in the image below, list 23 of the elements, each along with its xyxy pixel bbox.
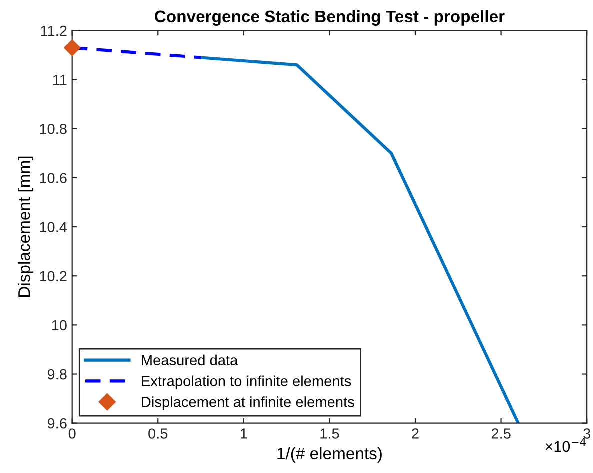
y-tick-label: 10.2 [40,271,67,282]
x-tick-label: 0 [68,428,76,439]
x-tick-label: 1.5 [320,428,340,439]
legend-label: Displacement at infinite elements [142,396,354,410]
y-tick-label: 9.8 [48,369,67,380]
legend-label: Extrapolation to infinite elements [142,376,352,390]
x-tick-label: 0.5 [148,428,168,439]
chart-title: Convergence Static Bending Test - propeller [155,10,505,26]
x-axis-title: 1/(# elements) [278,447,382,463]
x-tick-label: 2 [412,428,419,439]
y-axis-title: Displacement [mm] [18,156,34,297]
y-tick-label: 10.4 [40,222,68,232]
y-tick-label: 11.2 [41,26,67,36]
text: ×10$^{−4}$ [546,438,586,452]
y-tick-label: 10 [52,320,67,331]
y-tick-label: 10.6 [40,173,67,184]
y-tick-label: 9.6 [48,418,67,429]
y-tick-label: 10.8 [40,124,67,134]
x-tick-label: 2.5 [492,428,511,439]
y-tick-label: 11 [53,75,67,86]
legend-label: Measured data [142,354,238,366]
x-tick-label: 3 [584,428,590,439]
x-tick-label: 1 [240,428,248,439]
